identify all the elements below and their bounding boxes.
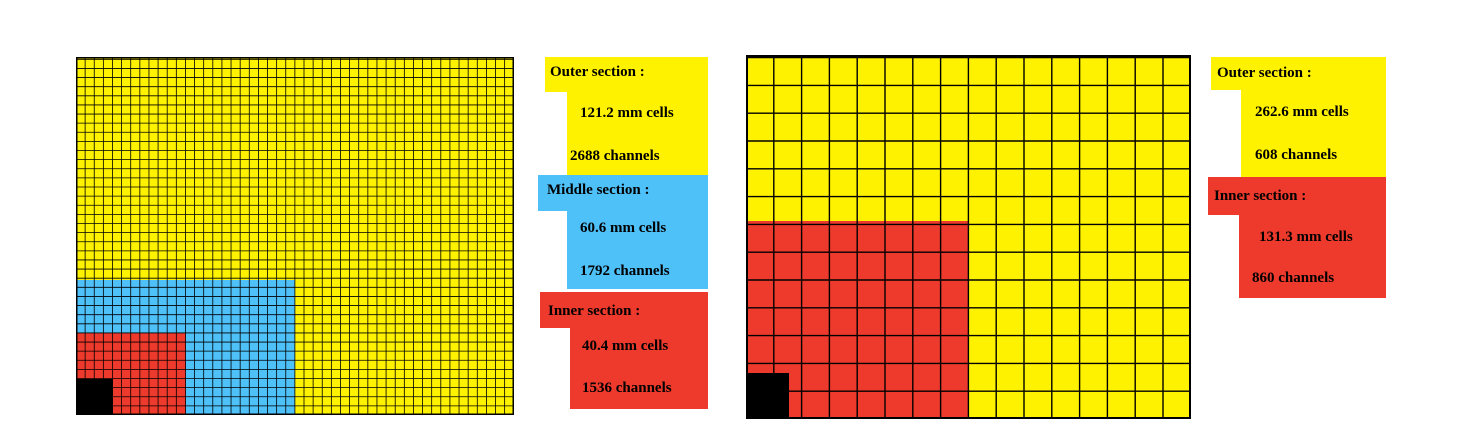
inner-section-a-bg-lower [570, 328, 708, 409]
outer-section-b-channels: 608 channels [1255, 147, 1338, 163]
inner-section-a-title: Inner section : [548, 303, 641, 319]
outer-section-b-bg [1211, 57, 1386, 90]
inner-section-b-channels: 860 channels [1252, 270, 1335, 286]
inner-section-a-bg [540, 292, 708, 328]
outer-section-a-cell-size: 121.2 mm cells [580, 105, 674, 121]
inner-section-b-title: Inner section : [1214, 188, 1307, 204]
outer-section-a-bg [545, 57, 708, 92]
outer-section-b-cell-size: 262.6 mm cells [1255, 104, 1349, 120]
inner-section-a-panel: Inner section : 40.4 mm cells 1536 chann… [540, 292, 708, 409]
beam-hole-b [746, 373, 789, 419]
middle-section-a-bg-lower [567, 211, 708, 289]
middle-section-a-bg [538, 175, 708, 211]
inner-section-b-panel: Inner section : 131.3 mm cells 860 chann… [1208, 177, 1386, 298]
middle-section-a-title: Middle section : [547, 182, 650, 198]
outer-section-a-title: Outer section : [550, 64, 645, 80]
outer-section-b-title: Outer section : [1217, 65, 1312, 81]
outer-section-a-channels: 2688 channels [570, 148, 660, 164]
calorimeter-a-border [76, 57, 514, 415]
middle-section-a-channels: 1792 channels [580, 263, 670, 279]
inner-section-a-channels: 1536 channels [582, 380, 672, 396]
inner-section-b-cell-size: 131.3 mm cells [1259, 229, 1353, 245]
beam-hole-a [76, 379, 113, 415]
inner-section-a-cell-size: 40.4 mm cells [582, 338, 669, 354]
calorimeter-a-grid [76, 57, 514, 415]
outer-section-a-panel: Outer section : 121.2 mm cells 2688 chan… [545, 57, 708, 175]
calorimeter-b-grid [746, 55, 1191, 419]
middle-section-a-panel: Middle section : 60.6 mm cells 1792 chan… [538, 175, 708, 289]
calorimeter-a-cell-lines [76, 57, 514, 415]
middle-section-a-cell-size: 60.6 mm cells [580, 220, 667, 236]
calorimeter-b-cell-lines [746, 55, 1191, 419]
calorimeter-b-border [746, 55, 1191, 419]
outer-section-a-bg-lower [567, 92, 708, 175]
inner-section-b-bg-lower [1239, 215, 1386, 298]
inner-section-b-bg [1208, 177, 1386, 215]
